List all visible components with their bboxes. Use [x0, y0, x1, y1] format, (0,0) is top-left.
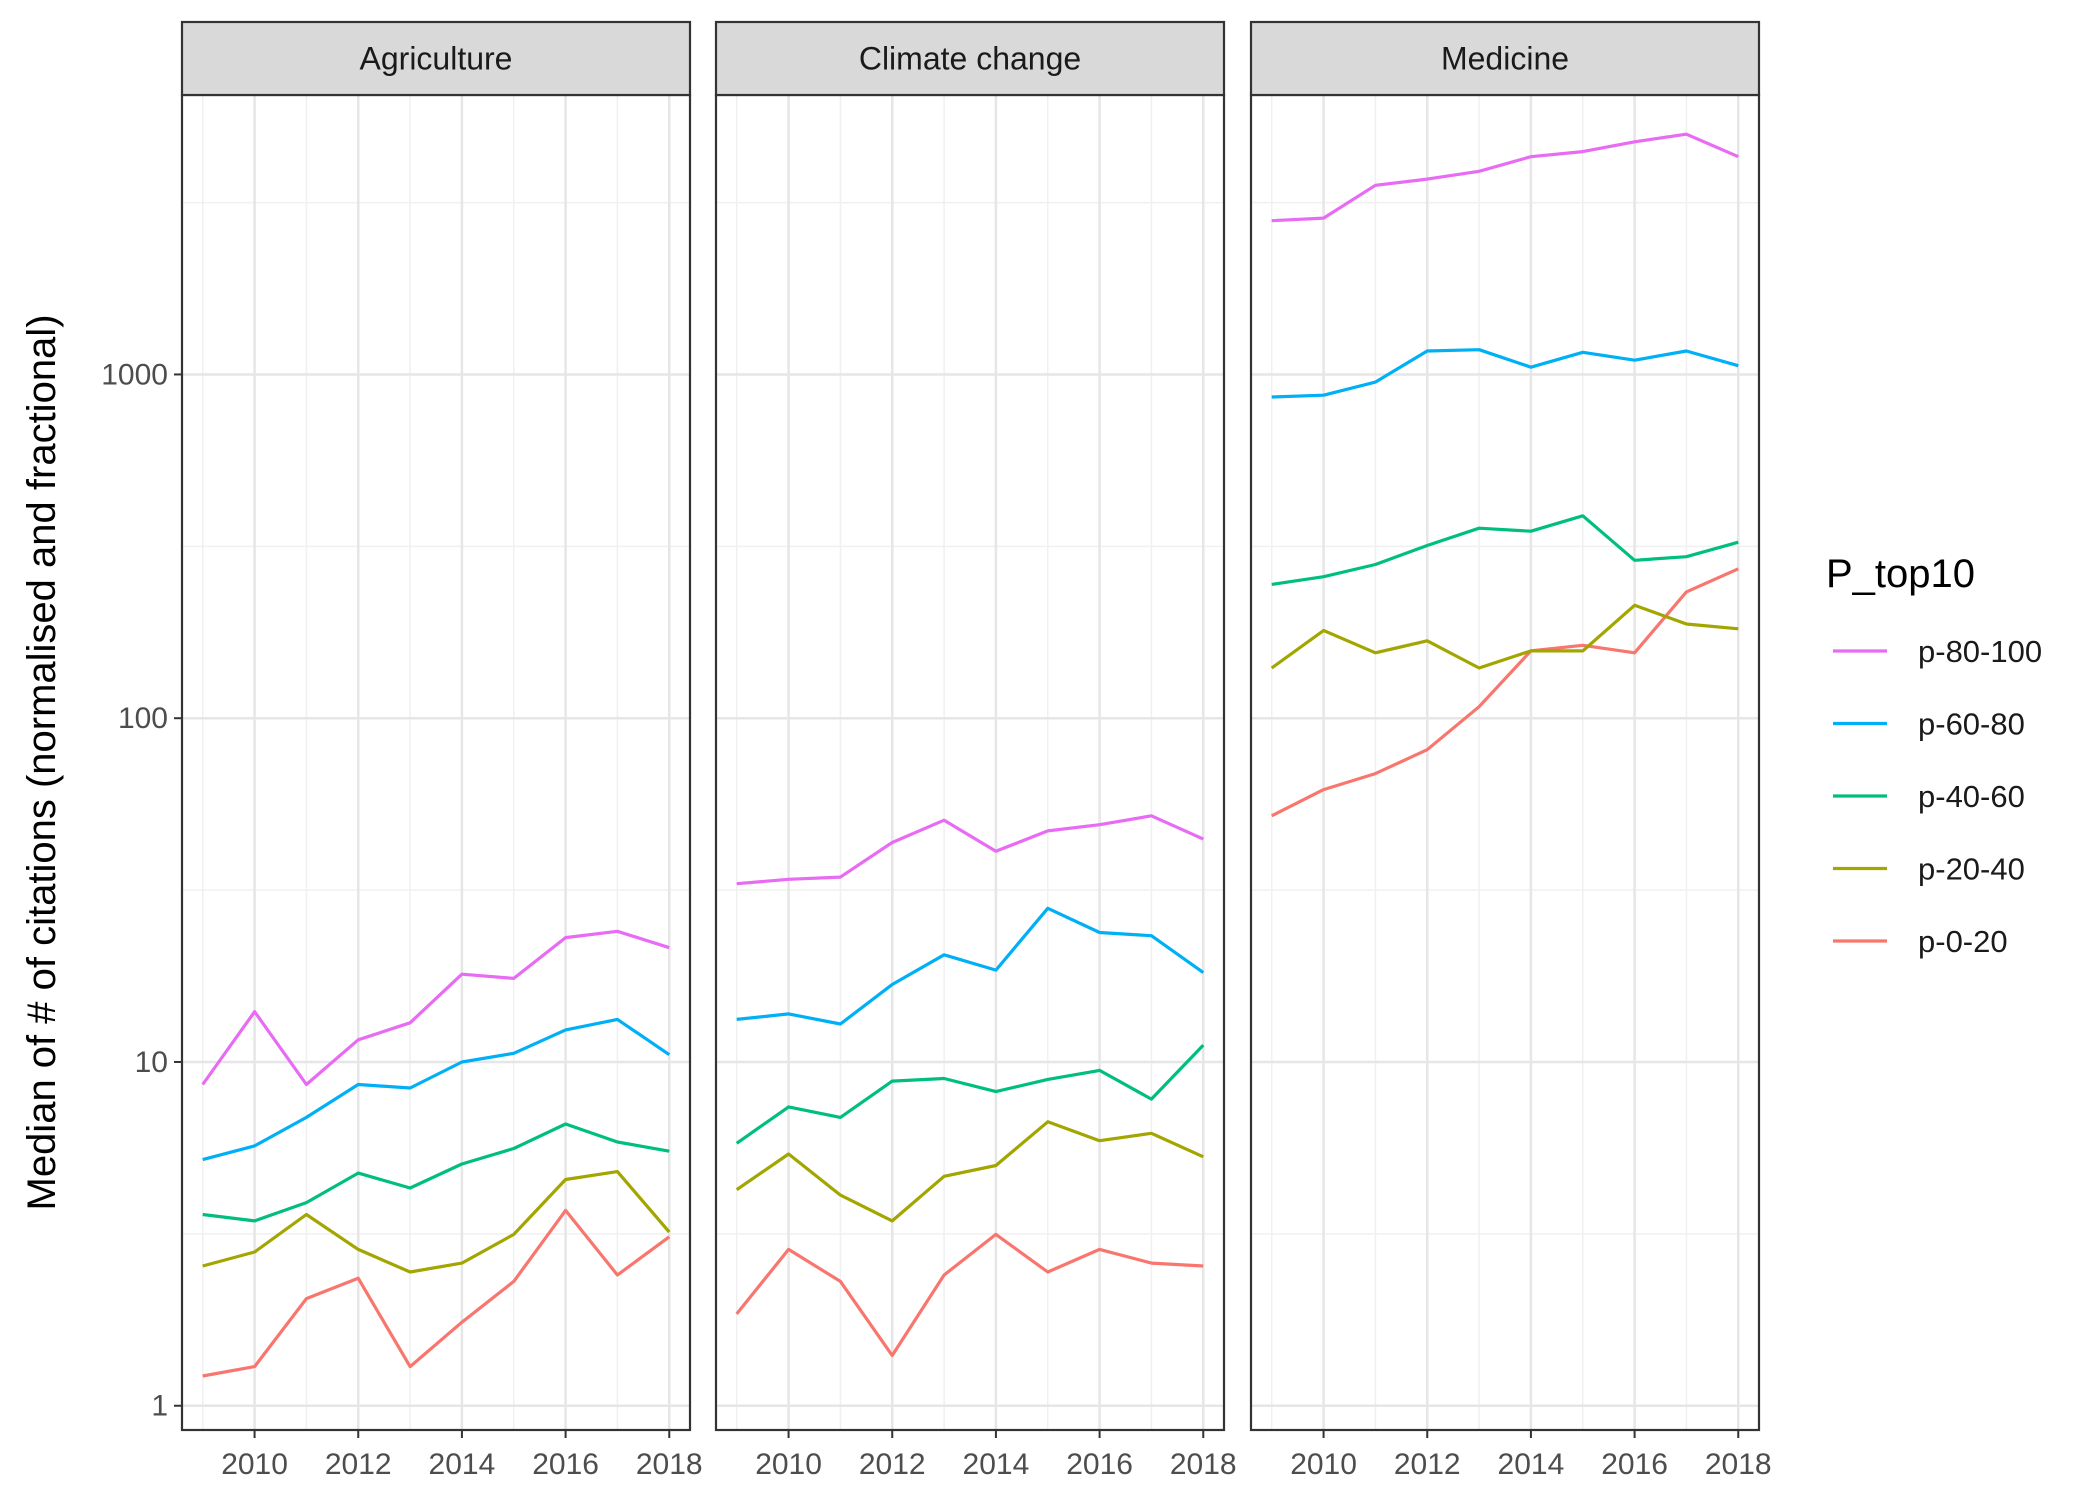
facet-strip [180, 20, 692, 97]
series-line-p-40-60-medicine [1271, 514, 1739, 586]
series-line-p-40-60-agriculture [202, 1122, 670, 1223]
series-line-p-60-80-climate-change [736, 906, 1205, 1026]
panel-background [1251, 95, 1759, 1430]
legend-label-p-60-80: p-60-80 [1918, 707, 2025, 742]
series-line-p-0-20-climate-change [735, 1232, 1204, 1358]
series-line-p-0-20-medicine [1270, 567, 1739, 818]
panel-background [716, 95, 1224, 1430]
series-line-p-80-100-climate-change [736, 814, 1204, 886]
series-line-p-20-40-medicine [1270, 603, 1739, 670]
legend-label-p-80-100: p-80-100 [1918, 634, 2042, 669]
x-tick-label: 2016 [532, 1448, 599, 1481]
panel-agriculture: Agriculture 2010 2012 2014 2016 2018 [180, 20, 703, 1481]
series-line-p-80-100-agriculture [201, 929, 670, 1087]
panel-climate-change: Climate change 2010 2012 2014 2016 2018 [714, 20, 1237, 1481]
x-tick-label: 2018 [1705, 1448, 1772, 1481]
x-tick-label: 2018 [1170, 1448, 1237, 1481]
series-line-p-0-20-agriculture [202, 1208, 671, 1378]
x-tick-label: 2010 [221, 1448, 288, 1481]
x-tick-label: 2014 [429, 1448, 496, 1481]
x-tick-label: 2010 [755, 1448, 822, 1481]
x-tick-label: 2016 [1066, 1448, 1133, 1481]
y-tick-label: 1000 [101, 358, 168, 391]
y-tick-label: 1 [151, 1390, 168, 1423]
x-tick-label: 2010 [1290, 1448, 1357, 1481]
facet-strip-label: Medicine [1441, 41, 1569, 77]
facet-strip [714, 20, 1226, 97]
legend: P_top10 p-80-100 p-60-80 p-40-60 p-20-40 p-0-… [1826, 552, 2042, 959]
legend-label-p-20-40: p-20-40 [1918, 852, 2025, 887]
facet-strip-label: Climate change [859, 41, 1081, 77]
series-line-p-60-80-medicine [1271, 348, 1739, 399]
series-line-p-60-80-agriculture [202, 1017, 671, 1162]
legend-label-p-0-20: p-0-20 [1918, 924, 2008, 959]
y-axis-title: Median of # of citations (normalised and… [20, 314, 64, 1210]
x-tick-label: 2018 [636, 1448, 703, 1481]
x-tick-label: 2014 [963, 1448, 1030, 1481]
y-tick-label: 100 [118, 702, 168, 735]
panel-background [182, 95, 690, 1430]
legend-label-p-40-60: p-40-60 [1918, 779, 2025, 814]
x-tick-label: 2014 [1498, 1448, 1565, 1481]
series-line-p-80-100-medicine [1271, 132, 1739, 223]
panel-medicine: Medicine 2010 2012 2014 2016 2018 [1249, 20, 1772, 1481]
facet-strip [1249, 20, 1761, 97]
series-line-p-20-40-agriculture [202, 1169, 671, 1274]
facet-strip-label: Agriculture [360, 41, 513, 77]
x-tick-label: 2012 [325, 1448, 392, 1481]
series-line-p-20-40-climate-change [735, 1120, 1204, 1223]
x-tick-label: 2016 [1601, 1448, 1668, 1481]
x-tick-label: 2012 [859, 1448, 926, 1481]
series-line-p-40-60-climate-change [735, 1043, 1205, 1145]
legend-title: P_top10 [1826, 552, 1975, 596]
x-tick-label: 2012 [1394, 1448, 1461, 1481]
y-tick-label: 10 [135, 1046, 168, 1079]
